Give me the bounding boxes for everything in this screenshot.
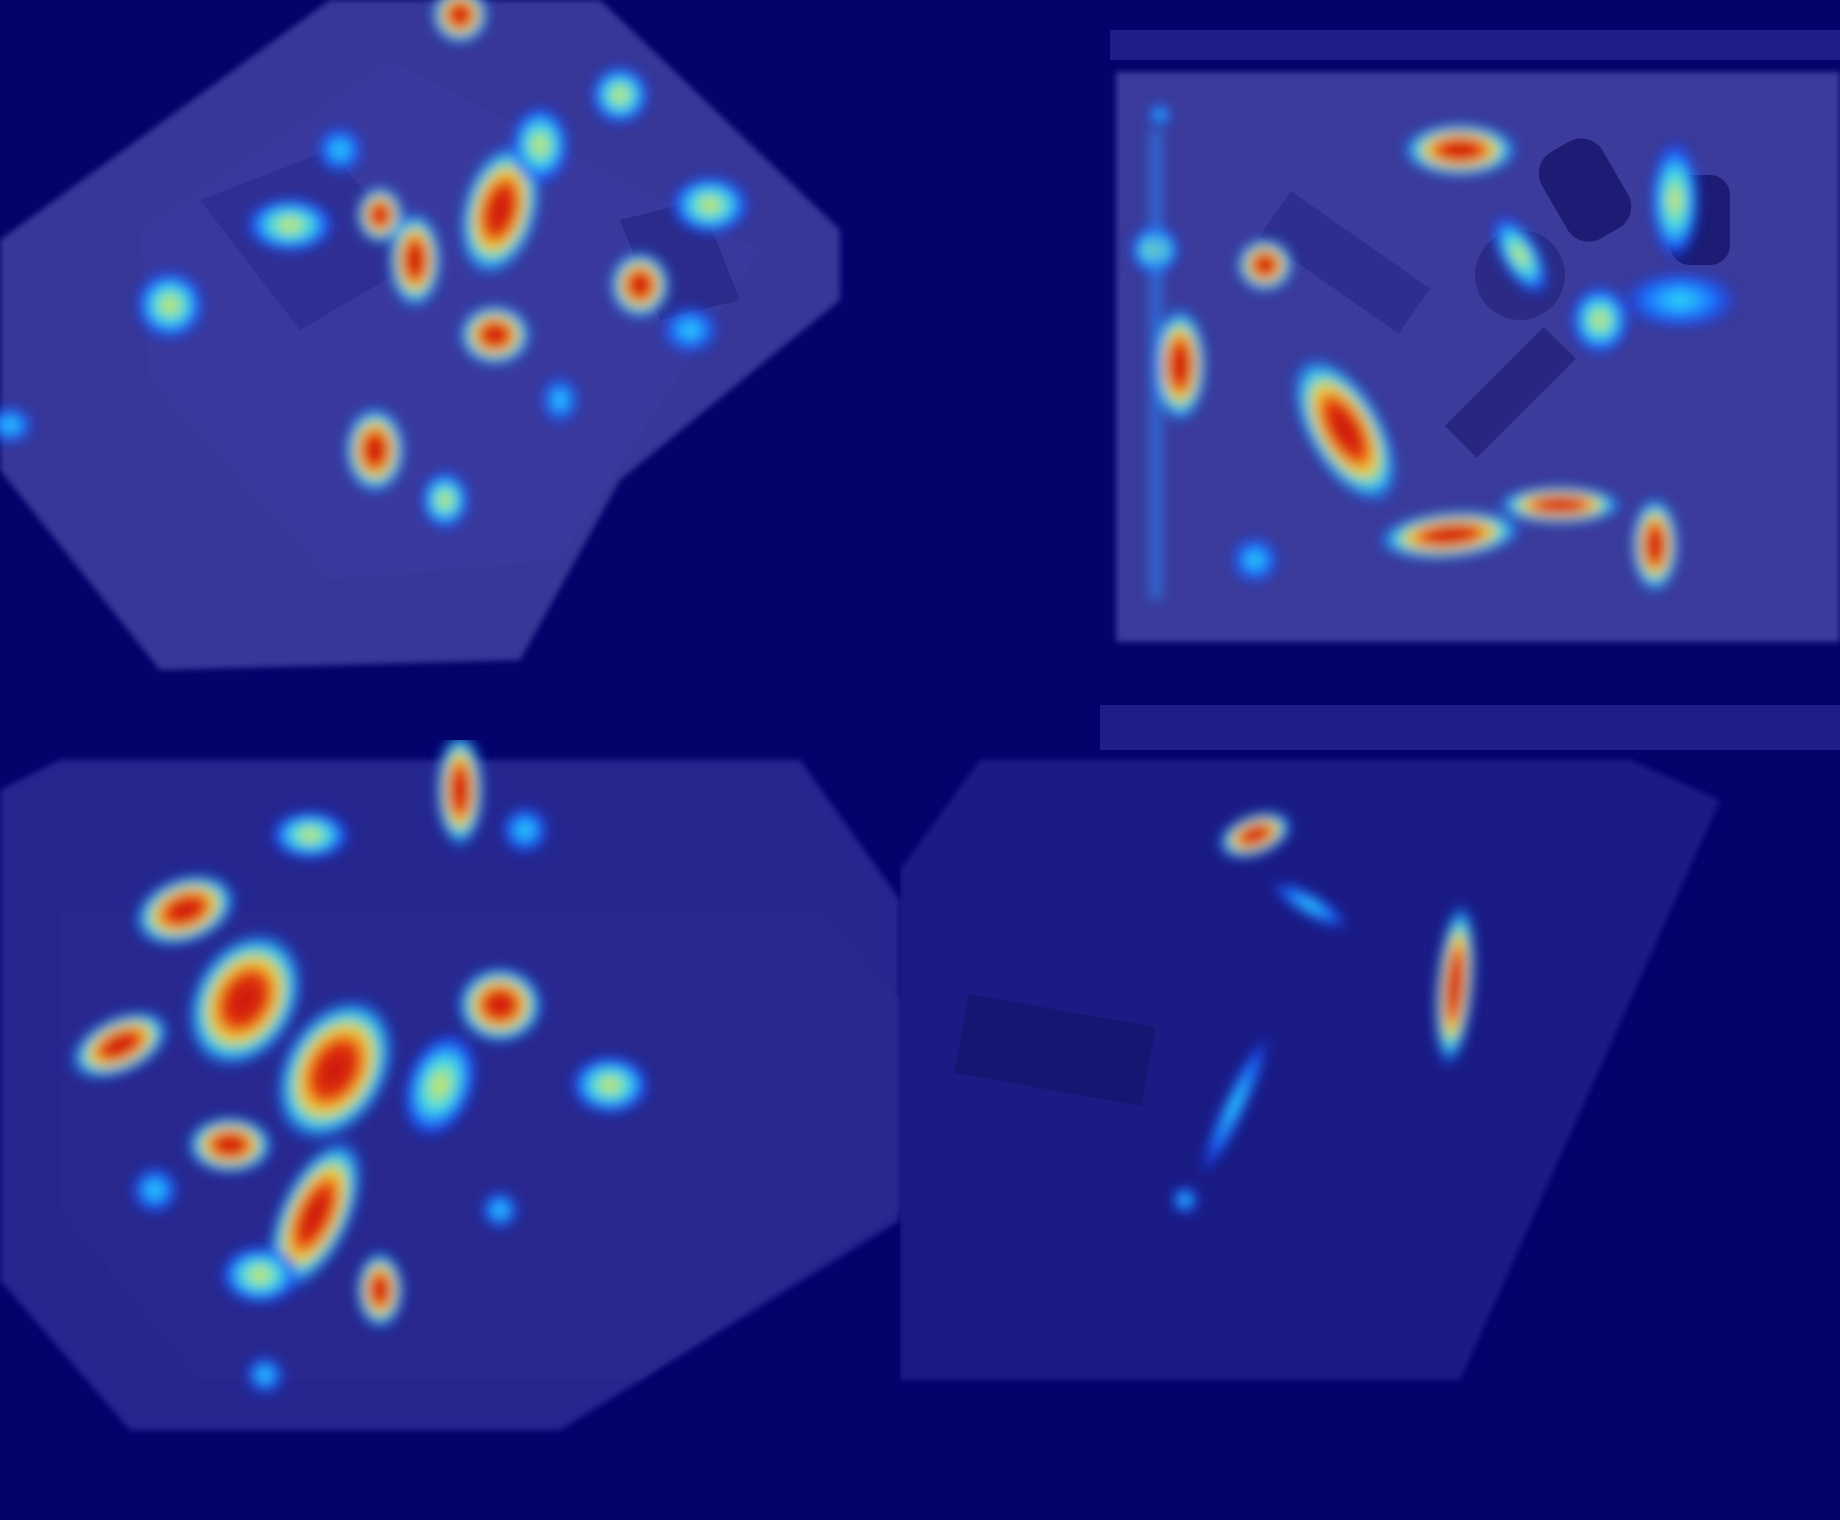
heatmap-panel-bottom-left (0, 740, 900, 1430)
heatmap-blobs (1130, 103, 1740, 600)
heatmap-blobs (68, 740, 650, 1395)
heatmap-panel-top-right (1100, 30, 1840, 750)
heatmap-blobs (0, 0, 750, 530)
heatmap-panel-top-left (0, 0, 840, 670)
heatmap-blobs (1171, 810, 1477, 1214)
scene-background (900, 760, 1720, 1380)
heatmap-panel-bottom-right (900, 760, 1720, 1380)
